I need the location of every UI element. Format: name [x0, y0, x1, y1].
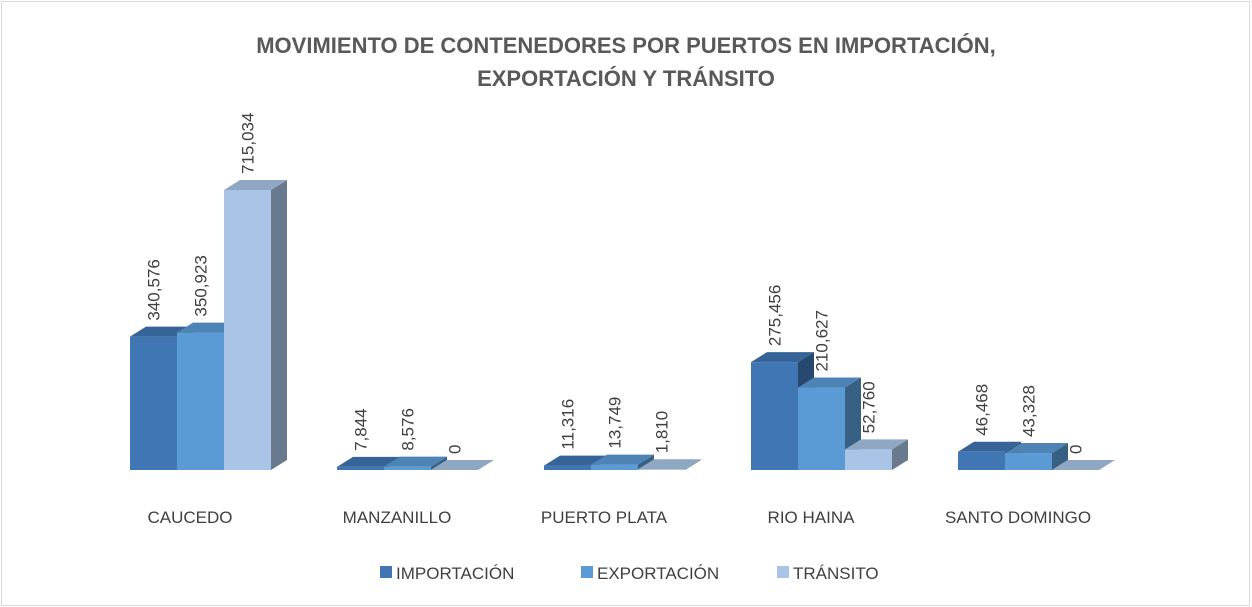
data-label: 0: [1067, 445, 1086, 454]
legend-label: EXPORTACIÓN: [597, 564, 719, 583]
bar-top: [384, 456, 447, 467]
data-label: 46,468: [973, 384, 992, 436]
bar-side: [638, 454, 654, 470]
bar-top: [845, 439, 908, 450]
bar-top: [958, 441, 1021, 452]
data-label: 350,923: [192, 255, 211, 316]
data-label: 43,328: [1020, 385, 1039, 437]
bar-top: [591, 454, 654, 465]
bar-side: [892, 439, 908, 470]
x-tick-label: PUERTO PLATA: [541, 508, 668, 527]
data-label: 1,810: [653, 411, 672, 454]
data-label: 8,576: [399, 408, 418, 451]
data-label: 340,576: [145, 259, 164, 320]
bar-top: [751, 352, 814, 363]
legend-label: TRÁNSITO: [793, 564, 879, 583]
data-label: 52,760: [860, 381, 879, 433]
bar-side: [685, 459, 701, 470]
chart-title: EXPORTACIÓN Y TRÁNSITO: [477, 66, 775, 91]
bar: [798, 387, 845, 470]
bar: [958, 451, 1005, 470]
data-label: 11,316: [559, 399, 578, 450]
data-label: 275,456: [766, 285, 785, 346]
bar-top: [1052, 460, 1115, 470]
data-label: 715,034: [239, 113, 258, 174]
bar-top: [337, 456, 400, 467]
bar-side: [271, 180, 287, 470]
bar: [544, 465, 591, 470]
x-tick-label: MANZANILLO: [343, 508, 452, 527]
legend-swatch: [777, 566, 789, 578]
chart-title: MOVIMIENTO DE CONTENEDORES POR PUERTOS E…: [256, 33, 996, 58]
bar-top: [544, 455, 607, 466]
bar: [751, 362, 798, 470]
bar: [638, 469, 685, 470]
bar: [337, 466, 384, 470]
bar-top: [638, 459, 701, 470]
bar-side: [1052, 443, 1068, 470]
bar: [1005, 453, 1052, 470]
bar: [591, 464, 638, 470]
data-label: 210,627: [813, 310, 832, 371]
legend-swatch: [380, 566, 392, 578]
data-label: 13,749: [606, 397, 625, 449]
bar-top: [431, 460, 494, 470]
bar-top: [798, 377, 861, 388]
bar: [130, 336, 177, 470]
bar: [224, 190, 271, 470]
bar-top: [224, 180, 287, 190]
x-tick-label: CAUCEDO: [147, 508, 232, 527]
bar: [384, 466, 431, 470]
bar-side: [431, 456, 447, 470]
bar: [845, 449, 892, 470]
x-tick-label: RIO HAINA: [768, 508, 856, 527]
x-tick-label: SANTO DOMINGO: [945, 508, 1091, 527]
legend-label: IMPORTACIÓN: [396, 564, 514, 583]
bar-top: [1005, 443, 1068, 454]
legend-swatch: [581, 566, 593, 578]
bar: [177, 332, 224, 470]
data-label: 0: [446, 445, 465, 454]
data-label: 7,844: [352, 408, 371, 451]
